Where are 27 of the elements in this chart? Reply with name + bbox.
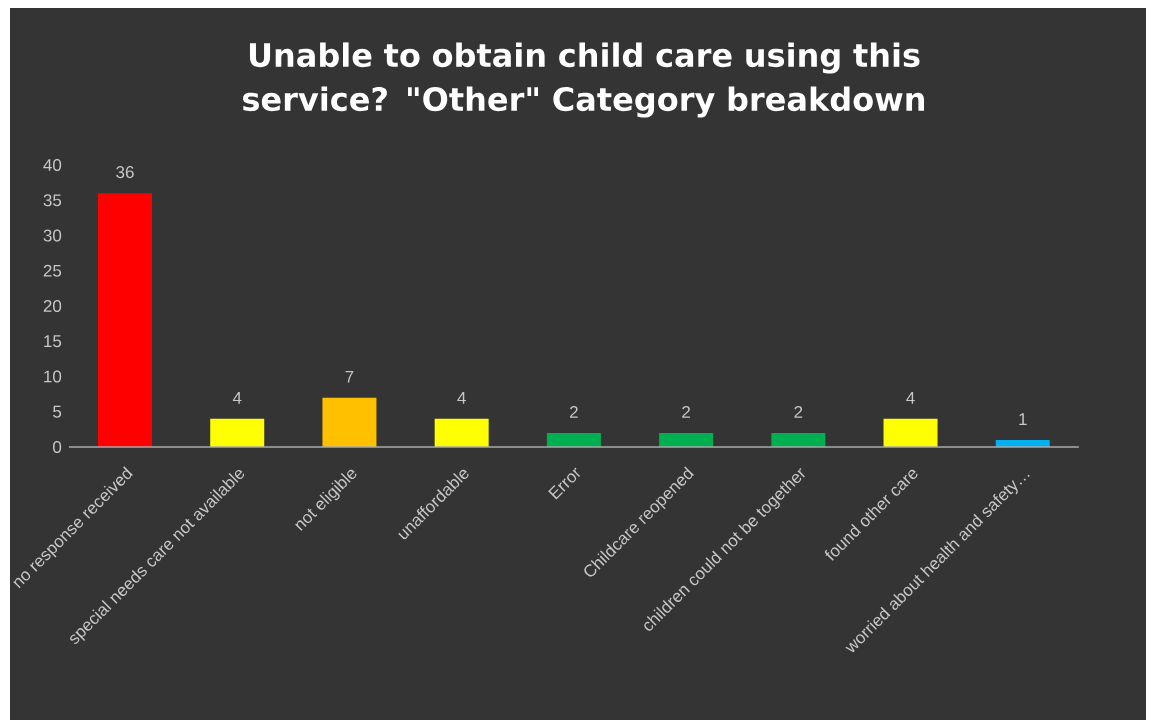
y-tick-label: 25 — [43, 264, 62, 277]
bar — [210, 418, 265, 447]
data-label: 2 — [794, 405, 803, 418]
bar — [771, 432, 826, 447]
data-label: 4 — [457, 392, 466, 404]
bar — [322, 397, 377, 447]
data-label: 1 — [1019, 413, 1027, 425]
bar — [98, 193, 153, 447]
bar — [883, 418, 938, 447]
y-tick-label: 30 — [43, 229, 62, 242]
bar — [434, 418, 489, 447]
data-label: 4 — [232, 392, 242, 404]
y-tick-label: 0 — [53, 441, 62, 454]
data-label: 4 — [906, 392, 915, 404]
y-tick-label: 10 — [44, 370, 62, 383]
data-label: 36 — [116, 166, 134, 179]
data-label: 2 — [570, 405, 578, 418]
y-tick-label: 15 — [44, 335, 62, 348]
y-tick-label: 40 — [43, 159, 62, 172]
y-tick-label: 20 — [43, 300, 62, 313]
data-label: 7 — [345, 370, 354, 383]
bar — [546, 432, 601, 447]
data-label: 2 — [682, 405, 690, 418]
chart-title: Unable to obtain child care using this service? "Other" Category breakdown — [243, 42, 925, 118]
y-tick-label: 5 — [53, 405, 62, 418]
y-tick-label: 35 — [43, 194, 62, 207]
bar — [659, 432, 714, 447]
